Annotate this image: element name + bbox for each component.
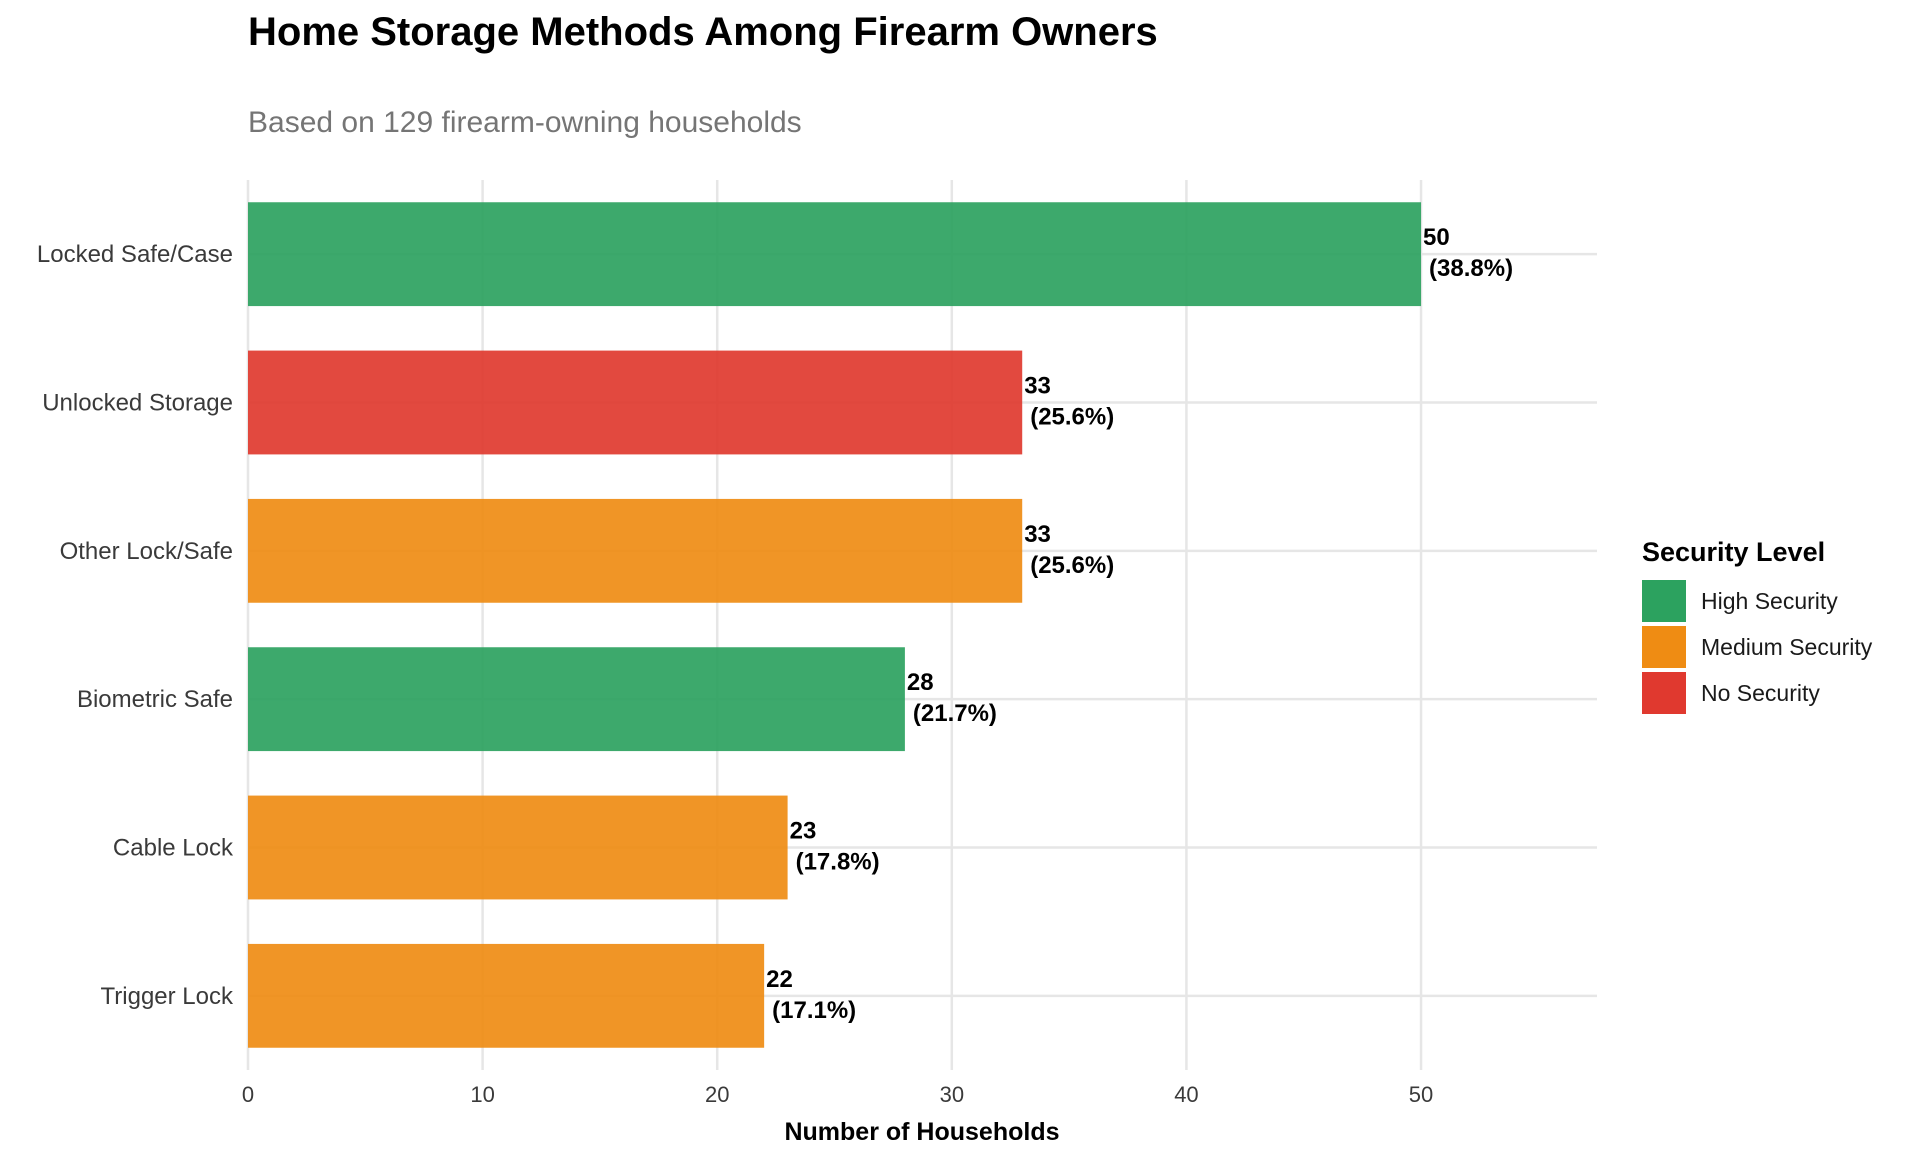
legend-label: High Security — [1701, 588, 1838, 614]
bar — [248, 647, 905, 752]
bar — [248, 202, 1422, 307]
legend-label: Medium Security — [1701, 634, 1873, 660]
legend: Security Level High Security Medium Secur… — [1642, 537, 1873, 714]
category-label: Unlocked Storage — [42, 390, 233, 417]
bars — [248, 202, 1422, 1048]
x-tick-label: 20 — [705, 1082, 729, 1107]
x-tick-label: 10 — [470, 1082, 494, 1107]
legend-swatch — [1642, 672, 1686, 714]
bar — [248, 350, 1023, 455]
category-label: Cable Lock — [113, 835, 234, 862]
legend-swatch — [1642, 626, 1686, 668]
bar-value-label: 50 — [1423, 224, 1450, 251]
bar-value-label: 33 — [1024, 373, 1051, 400]
chart-subtitle: Based on 129 firearm-owning households — [248, 106, 802, 139]
bar — [248, 498, 1023, 603]
category-labels: Locked Safe/Case Unlocked Storage Other Lo… — [37, 241, 234, 1010]
bar-percent-label: (25.6%) — [1030, 404, 1114, 431]
bar-percent-label: (38.8%) — [1429, 255, 1513, 282]
category-label: Locked Safe/Case — [37, 241, 233, 268]
bar-percent-label: (17.1%) — [772, 997, 856, 1024]
x-tick-label: 50 — [1409, 1082, 1433, 1107]
bar-value-label: 33 — [1024, 521, 1051, 548]
bar-value-label: 28 — [907, 669, 934, 696]
category-label: Trigger Lock — [101, 983, 234, 1010]
bar-percent-label: (21.7%) — [913, 700, 997, 727]
x-tick-label: 40 — [1174, 1082, 1198, 1107]
bar-percent-label: (25.6%) — [1030, 552, 1114, 579]
bar-percent-label: (17.8%) — [796, 849, 880, 876]
chart-title: Home Storage Methods Among Firearm Owner… — [248, 10, 1158, 54]
bar-value-label: 22 — [766, 966, 793, 993]
x-tick-label: 30 — [940, 1082, 964, 1107]
x-tick-labels: 0 10 20 30 40 50 — [242, 1082, 1433, 1107]
category-label: Other Lock/Safe — [60, 538, 233, 565]
x-axis-title: Number of Households — [784, 1118, 1059, 1146]
legend-title: Security Level — [1642, 537, 1825, 567]
x-tick-label: 0 — [242, 1082, 254, 1107]
data-labels: 50 (38.8%) 33 (25.6%) 33 (25.6%) 28 (21.7%) 23 (1… — [766, 224, 1513, 1024]
grid-lines — [246, 180, 1597, 1070]
bar — [248, 795, 788, 900]
bar — [248, 943, 765, 1048]
legend-swatch — [1642, 580, 1686, 622]
bar-value-label: 23 — [790, 818, 817, 845]
category-label: Biometric Safe — [77, 686, 233, 713]
legend-label: No Security — [1701, 680, 1820, 706]
